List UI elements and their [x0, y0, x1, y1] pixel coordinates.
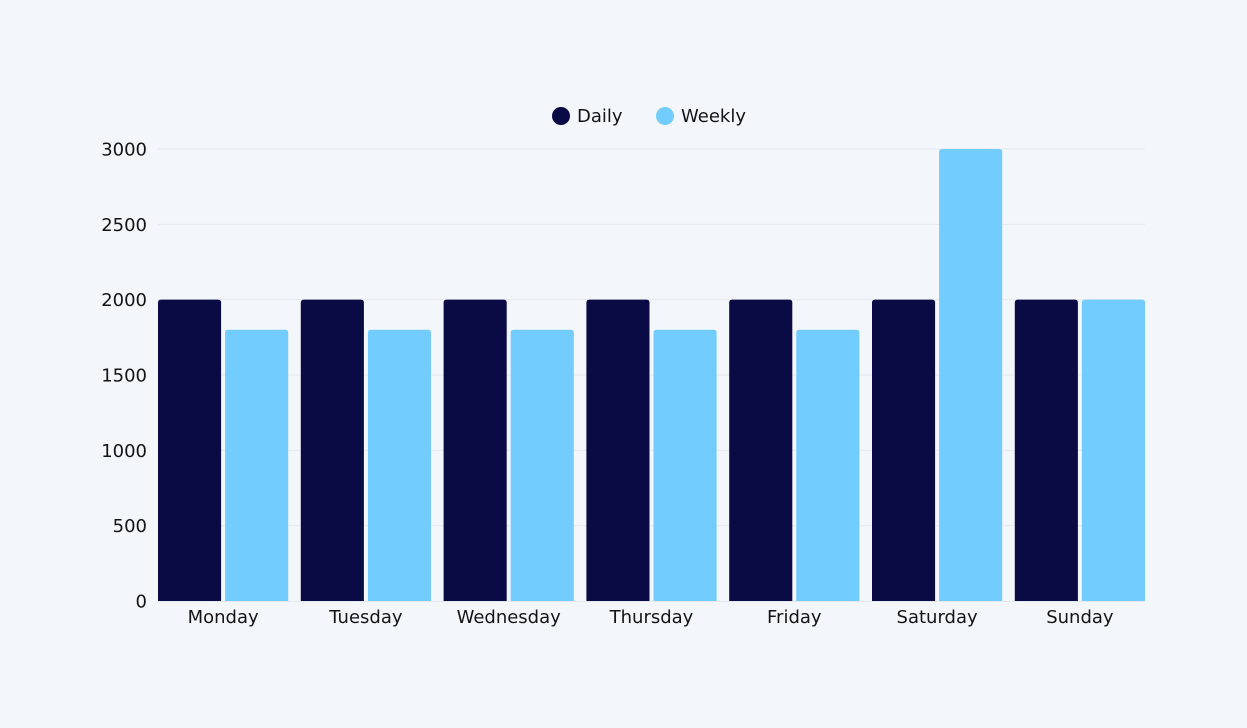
- x-axis: Monday Tuesday Wednesday Thursday Friday Satu…: [188, 607, 1114, 628]
- y-tick-label: 500: [113, 516, 147, 537]
- bar-weekly-sunday: [1081, 299, 1145, 601]
- legend-label: Daily: [577, 106, 623, 127]
- x-tick-label: Monday: [188, 607, 259, 628]
- x-tick-label: Tuesday: [328, 607, 403, 628]
- bar-weekly-thursday: [653, 329, 717, 601]
- x-tick-label: Saturday: [897, 607, 978, 628]
- y-tick-label: 2000: [101, 290, 147, 311]
- bar-weekly-saturday: [939, 149, 1003, 601]
- y-tick-label: 0: [136, 592, 147, 613]
- legend-swatch: [552, 107, 570, 125]
- bar-weekly-monday: [225, 329, 289, 601]
- legend: Daily Weekly: [552, 106, 746, 127]
- bar-weekly-tuesday: [367, 329, 431, 601]
- bars: [158, 149, 1145, 602]
- x-tick-label: Sunday: [1046, 607, 1114, 628]
- bar-daily-sunday: [1014, 299, 1078, 601]
- x-tick-label: Wednesday: [457, 607, 562, 628]
- legend-label: Weekly: [681, 106, 746, 127]
- y-axis: 0 500 1000 1500 2000 2500 3000: [101, 140, 147, 613]
- bar-daily-wednesday: [443, 299, 507, 601]
- bar-weekly-wednesday: [510, 329, 574, 601]
- y-tick-label: 1500: [101, 366, 147, 387]
- legend-item-weekly[interactable]: Weekly: [656, 106, 746, 127]
- bar-daily-tuesday: [300, 299, 364, 601]
- bar-weekly-friday: [796, 329, 860, 601]
- legend-swatch: [656, 107, 674, 125]
- y-tick-label: 2500: [101, 215, 147, 236]
- x-tick-label: Thursday: [609, 607, 694, 628]
- bar-daily-monday: [158, 299, 222, 601]
- bar-daily-saturday: [872, 299, 936, 601]
- legend-item-daily[interactable]: Daily: [552, 106, 623, 127]
- bar-daily-thursday: [586, 299, 650, 601]
- bar-daily-friday: [729, 299, 793, 601]
- y-tick-label: 3000: [101, 140, 147, 161]
- x-tick-label: Friday: [767, 607, 822, 628]
- y-tick-label: 1000: [101, 441, 147, 462]
